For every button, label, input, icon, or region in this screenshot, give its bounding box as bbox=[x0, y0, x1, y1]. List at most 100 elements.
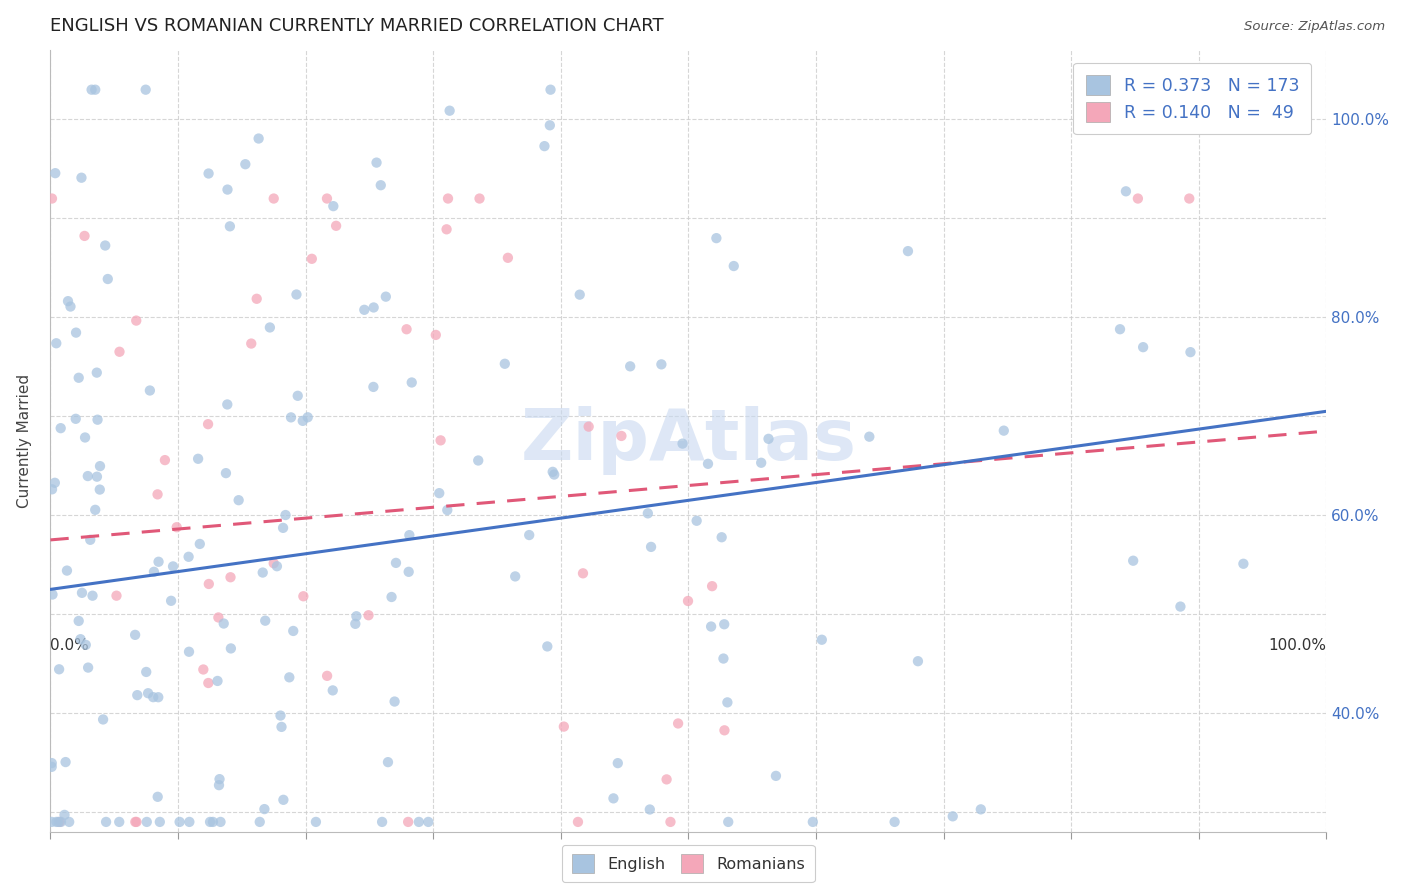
Text: ENGLISH VS ROMANIAN CURRENTLY MARRIED CORRELATION CHART: ENGLISH VS ROMANIAN CURRENTLY MARRIED CO… bbox=[51, 17, 664, 35]
Point bbox=[67, 371, 90, 385]
Point bbox=[153, 453, 176, 467]
Point bbox=[45, 814, 67, 829]
Point bbox=[717, 814, 740, 829]
Point bbox=[263, 556, 285, 570]
Point bbox=[970, 802, 993, 816]
Point bbox=[67, 614, 90, 628]
Point bbox=[254, 614, 277, 628]
Point bbox=[517, 528, 540, 542]
Point bbox=[1180, 345, 1202, 359]
Point bbox=[177, 549, 200, 564]
Point bbox=[56, 294, 79, 309]
Point bbox=[219, 570, 242, 584]
Point bbox=[418, 814, 440, 829]
Point bbox=[1115, 184, 1137, 198]
Point bbox=[249, 814, 271, 829]
Point bbox=[765, 769, 787, 783]
Point bbox=[322, 199, 344, 213]
Point bbox=[193, 663, 215, 677]
Point bbox=[287, 389, 309, 403]
Point bbox=[148, 690, 170, 705]
Point bbox=[1170, 599, 1192, 614]
Point bbox=[233, 157, 256, 171]
Point bbox=[209, 814, 232, 829]
Point bbox=[44, 475, 66, 490]
Point bbox=[263, 192, 285, 206]
Point bbox=[274, 508, 297, 522]
Point bbox=[79, 533, 101, 547]
Point bbox=[177, 645, 200, 659]
Point bbox=[135, 814, 157, 829]
Point bbox=[86, 413, 108, 427]
Point bbox=[94, 814, 117, 829]
Point bbox=[212, 616, 235, 631]
Point bbox=[197, 417, 219, 432]
Point bbox=[48, 662, 70, 676]
Point bbox=[942, 809, 965, 823]
Point bbox=[219, 641, 242, 656]
Point bbox=[160, 594, 183, 608]
Point bbox=[370, 178, 392, 193]
Point bbox=[266, 559, 288, 574]
Point bbox=[671, 436, 693, 450]
Point bbox=[80, 83, 103, 97]
Point bbox=[148, 555, 170, 569]
Point bbox=[65, 412, 87, 426]
Point bbox=[270, 720, 292, 734]
Point bbox=[41, 587, 63, 601]
Point bbox=[907, 654, 929, 668]
Point bbox=[398, 528, 420, 542]
Point bbox=[188, 537, 211, 551]
Point bbox=[65, 326, 87, 340]
Point bbox=[285, 287, 308, 301]
Point bbox=[84, 83, 107, 97]
Point bbox=[685, 514, 707, 528]
Point bbox=[86, 469, 108, 483]
Point bbox=[494, 357, 516, 371]
Point bbox=[316, 192, 339, 206]
Point bbox=[713, 651, 735, 665]
Point bbox=[75, 638, 97, 652]
Point bbox=[41, 483, 63, 497]
Point bbox=[77, 660, 100, 674]
Point bbox=[198, 577, 221, 591]
Point bbox=[97, 272, 120, 286]
Point bbox=[436, 222, 458, 236]
Point bbox=[541, 465, 564, 479]
Point bbox=[48, 814, 70, 829]
Point bbox=[436, 503, 458, 517]
Point bbox=[1178, 192, 1201, 206]
Point bbox=[197, 676, 219, 690]
Point bbox=[716, 695, 738, 709]
Point bbox=[363, 380, 385, 394]
Point bbox=[73, 228, 96, 243]
Point bbox=[1132, 340, 1154, 354]
Point bbox=[48, 814, 70, 829]
Point bbox=[395, 322, 418, 336]
Y-axis label: Currently Married: Currently Married bbox=[17, 374, 32, 508]
Point bbox=[94, 238, 117, 252]
Point bbox=[273, 793, 295, 807]
Point bbox=[76, 469, 98, 483]
Point bbox=[108, 344, 131, 359]
Point bbox=[215, 466, 238, 480]
Point bbox=[344, 609, 367, 624]
Point bbox=[700, 579, 723, 593]
Point bbox=[292, 589, 315, 603]
Point bbox=[59, 300, 82, 314]
Point bbox=[567, 814, 589, 829]
Point bbox=[217, 397, 239, 411]
Point bbox=[45, 336, 67, 351]
Point bbox=[439, 103, 461, 118]
Point bbox=[637, 507, 659, 521]
Point bbox=[240, 336, 263, 351]
Point bbox=[758, 432, 780, 446]
Point bbox=[253, 802, 276, 816]
Point bbox=[676, 594, 699, 608]
Point bbox=[706, 231, 728, 245]
Point bbox=[710, 530, 733, 544]
Point bbox=[606, 756, 628, 771]
Point bbox=[384, 694, 406, 708]
Point bbox=[408, 814, 430, 829]
Point bbox=[700, 619, 723, 633]
